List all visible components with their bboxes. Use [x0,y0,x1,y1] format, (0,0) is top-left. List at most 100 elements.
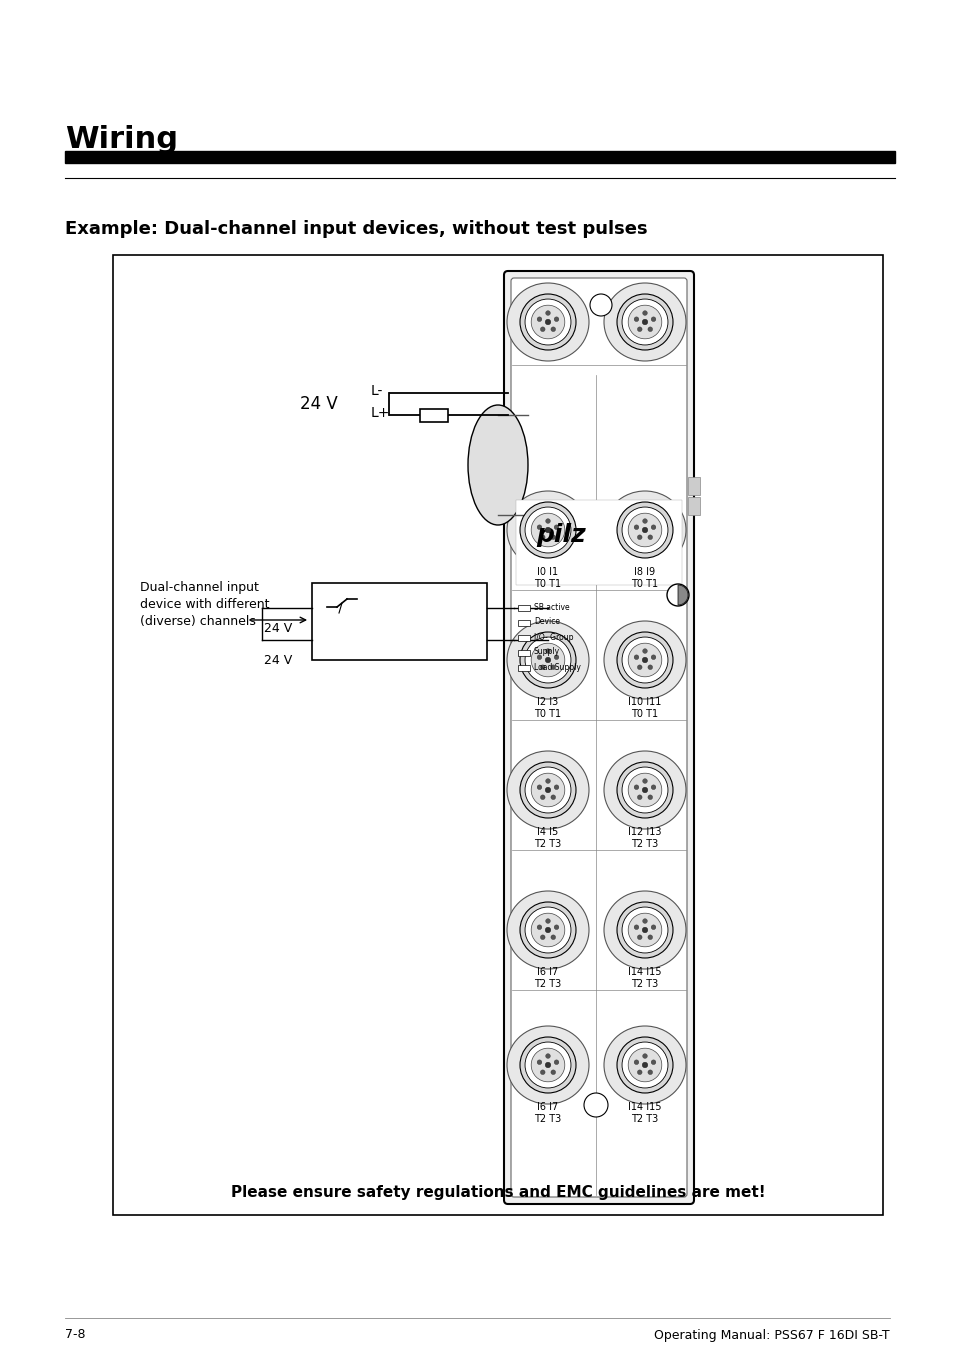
Circle shape [634,655,639,659]
Circle shape [539,665,544,670]
Ellipse shape [603,621,685,698]
Text: L-: L- [371,384,383,399]
Ellipse shape [506,892,588,969]
Bar [516,500,681,585]
Text: I6 I7
T2 T3: I6 I7 T2 T3 [534,1102,561,1124]
Circle shape [634,925,639,929]
Text: 24 V: 24 V [264,621,292,635]
Circle shape [545,311,550,315]
Bar [312,584,486,661]
Ellipse shape [506,1025,588,1104]
Circle shape [642,919,647,924]
Circle shape [554,524,558,530]
Text: 24 V: 24 V [299,394,337,413]
Circle shape [617,503,672,558]
Text: device with different: device with different [140,598,269,611]
Circle shape [537,925,541,929]
Circle shape [627,643,661,677]
Circle shape [621,1042,667,1088]
Ellipse shape [506,282,588,361]
Text: Device: Device [534,617,559,627]
Circle shape [621,299,667,345]
Circle shape [641,657,647,663]
Circle shape [545,648,550,654]
Circle shape [544,788,550,793]
Circle shape [550,1070,555,1074]
Circle shape [539,935,544,940]
Text: I4 I5
T2 T3: I4 I5 T2 T3 [534,827,561,848]
Bar [112,255,882,1215]
Circle shape [647,665,652,670]
Circle shape [642,519,647,523]
Circle shape [531,913,564,947]
Circle shape [550,935,555,940]
Circle shape [651,524,656,530]
Bar [517,620,530,626]
Ellipse shape [468,405,527,526]
Circle shape [524,638,570,684]
Circle shape [647,1070,652,1074]
Text: I10 I11
T0 T1: I10 I11 T0 T1 [628,697,661,719]
Circle shape [554,925,558,929]
Circle shape [545,778,550,784]
Circle shape [637,665,641,670]
Circle shape [545,919,550,924]
Circle shape [539,327,544,331]
Circle shape [537,655,541,659]
Circle shape [647,935,652,940]
Circle shape [621,907,667,952]
Bar [517,635,530,640]
Circle shape [651,925,656,929]
Circle shape [524,1042,570,1088]
Circle shape [539,535,544,539]
Circle shape [634,785,639,789]
Text: Load Supply: Load Supply [534,662,580,671]
Circle shape [544,319,550,324]
Circle shape [544,657,550,663]
Bar [687,497,700,515]
Circle shape [627,913,661,947]
Circle shape [627,305,661,339]
Bar [517,650,530,657]
Circle shape [641,788,647,793]
Text: I8 I9
T0 T1: I8 I9 T0 T1 [631,567,658,589]
Circle shape [647,794,652,800]
Circle shape [627,1048,661,1082]
Ellipse shape [603,490,685,569]
Circle shape [544,527,550,532]
Circle shape [554,1059,558,1065]
Circle shape [642,648,647,654]
Circle shape [627,773,661,807]
Circle shape [651,785,656,789]
Circle shape [519,295,576,350]
Circle shape [642,778,647,784]
Circle shape [651,655,656,659]
Circle shape [519,1038,576,1093]
Circle shape [524,507,570,553]
Ellipse shape [603,892,685,969]
Circle shape [651,317,656,322]
Text: SB active: SB active [534,603,569,612]
Circle shape [621,638,667,684]
Circle shape [554,317,558,322]
Circle shape [524,767,570,813]
Circle shape [550,535,555,539]
Text: I/O- Group: I/O- Group [534,632,573,642]
Circle shape [621,507,667,553]
Text: Wiring: Wiring [65,126,178,154]
Circle shape [617,1038,672,1093]
Circle shape [621,767,667,813]
Bar [687,477,700,494]
Ellipse shape [589,295,612,316]
Ellipse shape [603,1025,685,1104]
Circle shape [554,655,558,659]
Circle shape [539,1070,544,1074]
Circle shape [531,773,564,807]
Bar [65,151,894,163]
Circle shape [545,1054,550,1058]
Circle shape [617,902,672,958]
Circle shape [544,927,550,932]
Text: Supply: Supply [534,647,559,657]
Circle shape [531,643,564,677]
Circle shape [641,1062,647,1067]
